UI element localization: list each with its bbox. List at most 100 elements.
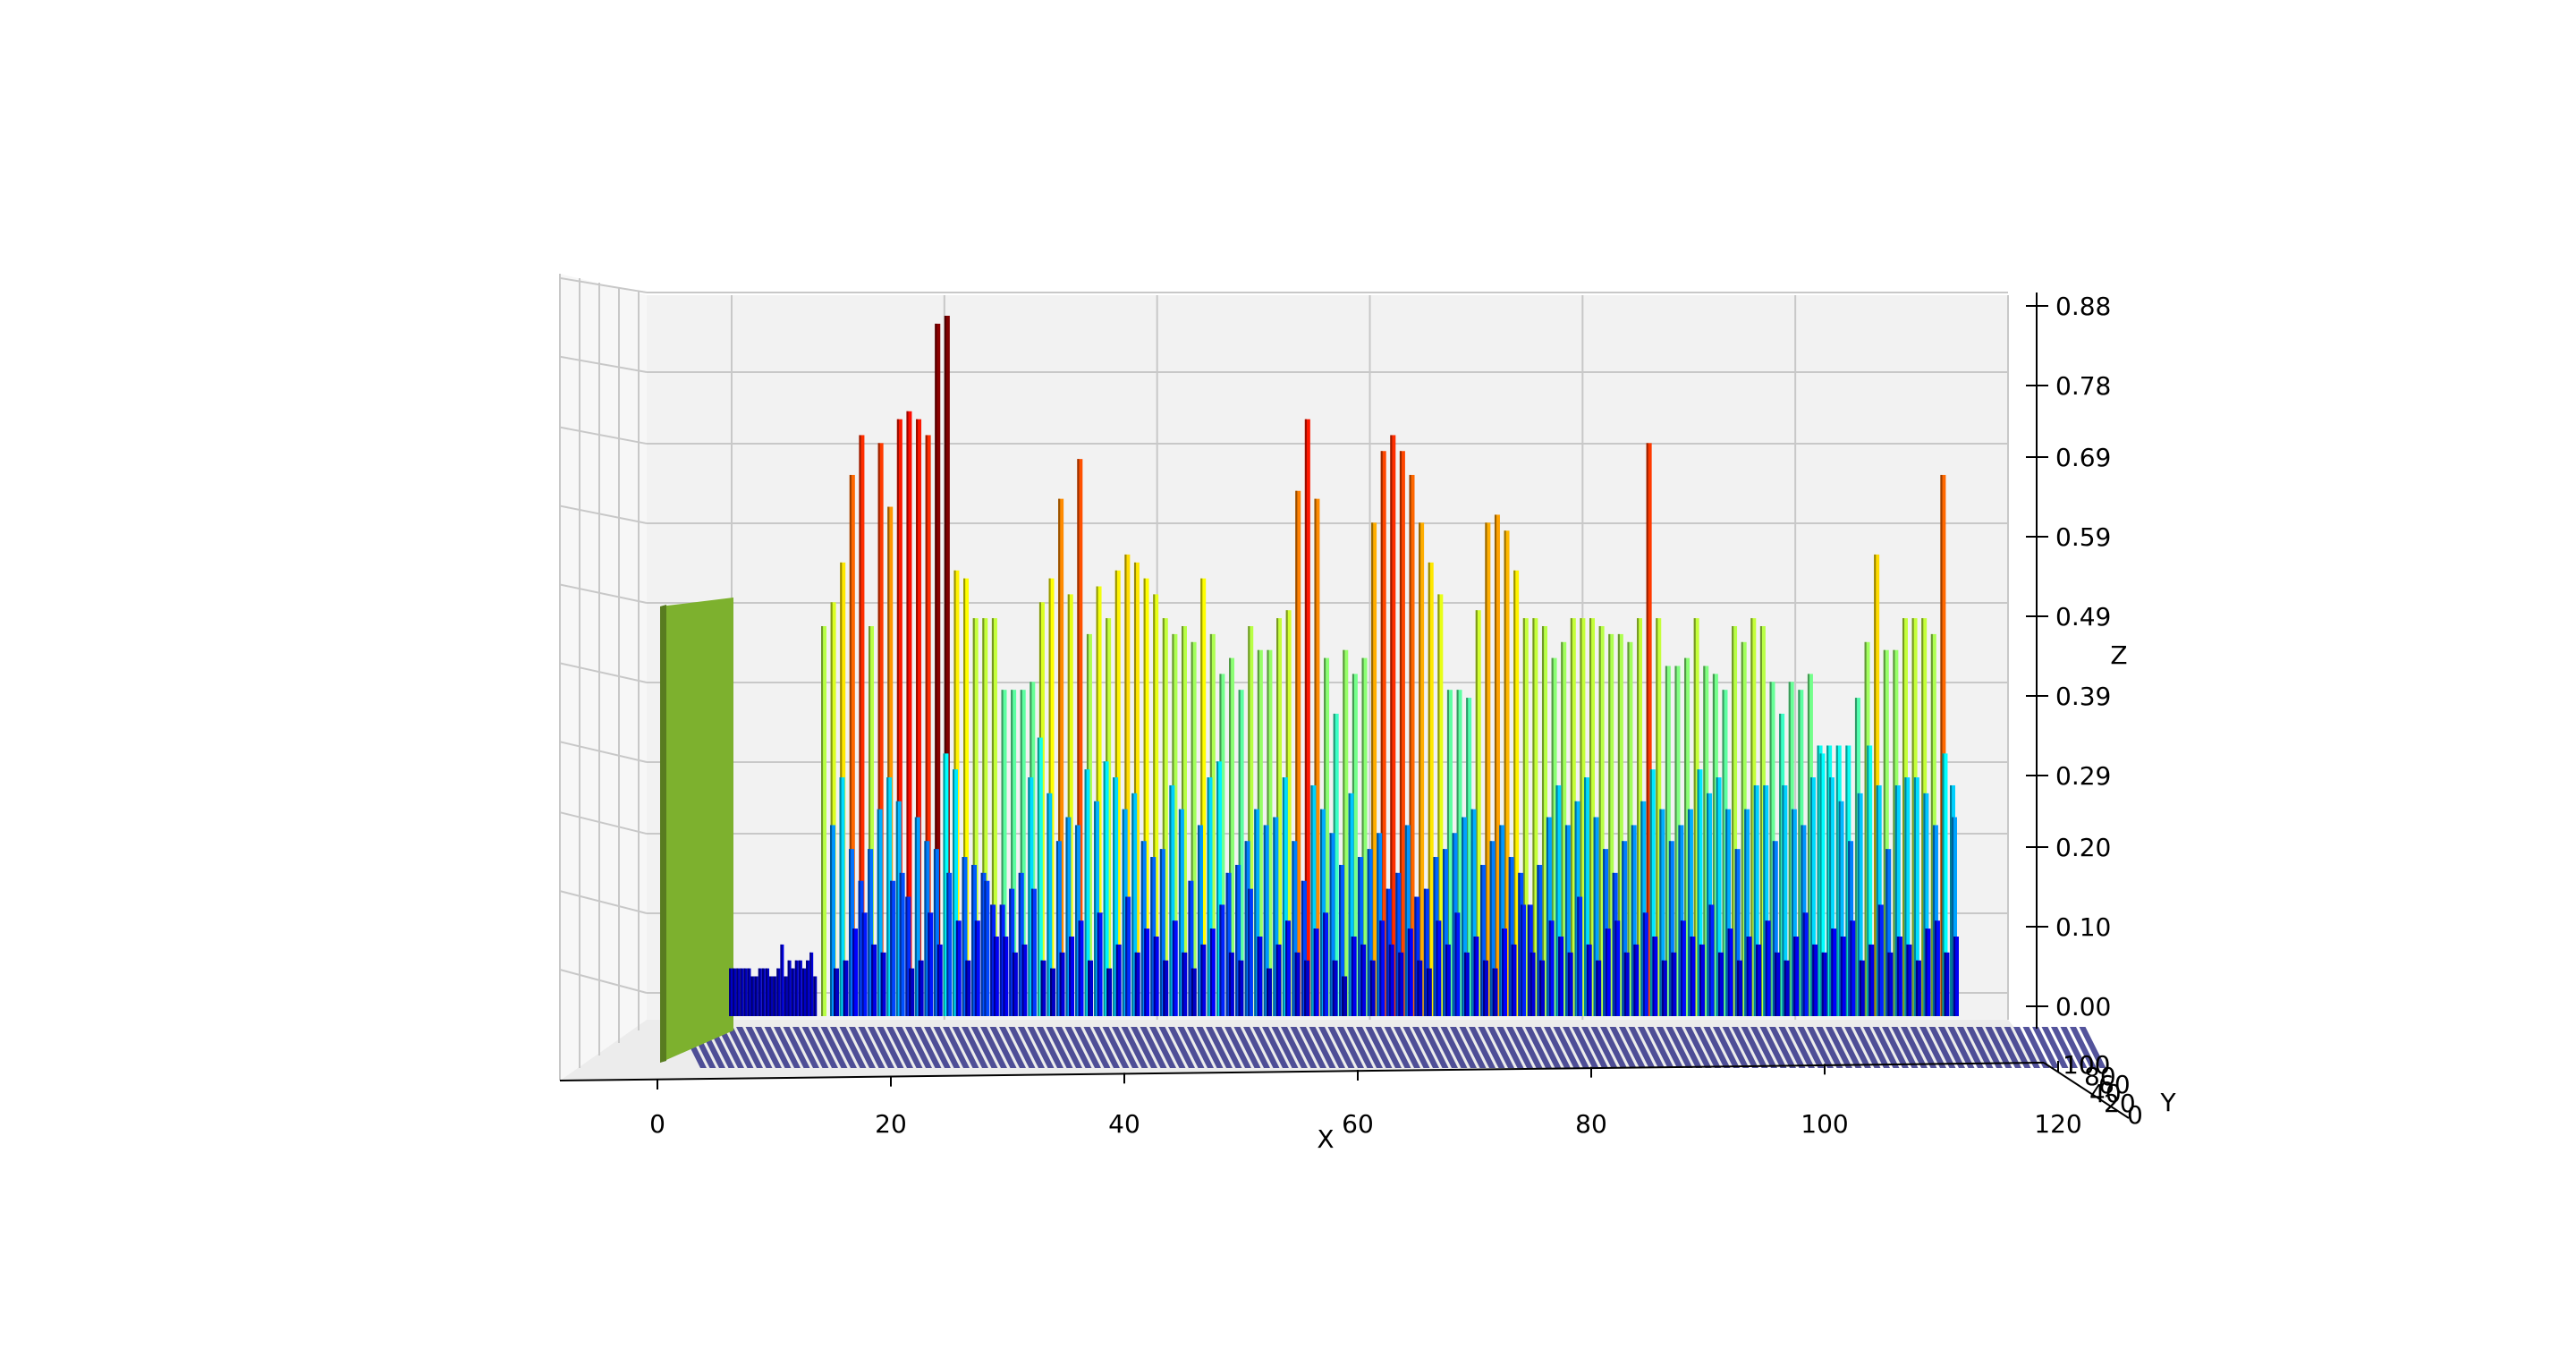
tall-bar-shade (1684, 657, 1687, 1016)
mid-bar (1235, 864, 1241, 1016)
low-bar-shade (1737, 960, 1740, 1016)
low-bar (1859, 960, 1865, 1016)
low-bar-shade (1088, 960, 1090, 1016)
low-bar (1088, 960, 1094, 1016)
mid-bar (1263, 825, 1269, 1016)
left-small-bar-shade (754, 976, 757, 1016)
floor-bar (1600, 1027, 1627, 1068)
low-bar-shade (1944, 952, 1946, 1016)
low-bar-shade (1887, 952, 1890, 1016)
floor-bar (1168, 1027, 1195, 1068)
tall-bar-shade (1541, 626, 1545, 1016)
low-bar-shade (955, 920, 958, 1016)
mid-bar (895, 801, 902, 1016)
tall-bar-shade (830, 602, 833, 1016)
low-bar (1379, 920, 1385, 1016)
floor-bar (858, 1027, 886, 1068)
tall-bar-shade (1522, 618, 1525, 1016)
mid-bar (1329, 833, 1335, 1016)
tall-bar (1248, 626, 1254, 1016)
tall-bar-shade (1532, 618, 1535, 1016)
floor-bar (1928, 1027, 1956, 1068)
floor-bar (1563, 1027, 1589, 1068)
floor-bar (1064, 1027, 1092, 1068)
floor-bar (933, 1027, 961, 1068)
z-side-grid-line (559, 969, 648, 994)
low-bar (1746, 937, 1752, 1016)
floor-bar (2060, 1027, 2088, 1068)
mid-bar-shade (943, 753, 945, 1016)
tall-bar (869, 626, 875, 1016)
mid-bar (1640, 801, 1647, 1016)
low-bar-shade (1266, 968, 1269, 1016)
tall-bar (1437, 594, 1444, 1016)
floor-bar (1027, 1027, 1055, 1068)
mid-bar (1744, 809, 1750, 1016)
mid-bar (1668, 841, 1674, 1016)
mid-bar (1150, 857, 1157, 1016)
low-bar (1360, 944, 1367, 1016)
tall-bar-shade (1371, 522, 1374, 1016)
floor-bar (1778, 1027, 1806, 1068)
low-bar (1125, 896, 1131, 1016)
tall-bar-shade (1124, 554, 1127, 1016)
mid-bar-shade (1527, 904, 1530, 1016)
tall-bar-shade (1854, 698, 1858, 1016)
low-bar-shade (1765, 920, 1767, 1016)
mid-bar-shade (1065, 817, 1068, 1016)
floor-bar (1976, 1027, 2003, 1068)
low-bar-shade (1558, 937, 1561, 1016)
tall-bar (1561, 641, 1567, 1016)
low-bar-shade (1351, 937, 1353, 1016)
z-side-grid-line (559, 662, 648, 683)
tall-bar-shade (1750, 618, 1753, 1016)
floor-bar (1158, 1027, 1186, 1068)
tall-bar (1191, 641, 1197, 1016)
tall-bar (1229, 657, 1235, 1016)
tall-bar (1541, 626, 1547, 1016)
floor-bar (1534, 1027, 1562, 1068)
floor-bar (1882, 1027, 1909, 1068)
mid-bar (1791, 809, 1797, 1016)
mid-bar (1037, 737, 1043, 1016)
low-bar-shade (1078, 920, 1080, 1016)
floor-bar (745, 1027, 773, 1068)
mid-bar (1649, 769, 1656, 1016)
mid-bar-shade (1894, 784, 1897, 1016)
low-bar (1633, 944, 1640, 1016)
tall-bar-shade (1409, 474, 1411, 1016)
mid-bar (1395, 872, 1402, 1016)
mid-bar-shade (1377, 833, 1379, 1016)
low-bar-shade (1342, 976, 1344, 1016)
floor-bar (2051, 1027, 2078, 1068)
tall-bar (1788, 682, 1794, 1016)
low-bar-shade (1379, 920, 1382, 1016)
low-bar (1304, 960, 1310, 1016)
floor-bar (1506, 1027, 1533, 1068)
tall-bar (1371, 522, 1377, 1016)
low-bar (1398, 952, 1404, 1016)
low-bar (1530, 952, 1536, 1016)
low-bar-shade (918, 960, 920, 1016)
low-bar-shade (1896, 937, 1899, 1016)
z-tick-label: 0.00 (2055, 992, 2111, 1022)
tall-bar (1446, 690, 1453, 1016)
low-bar-shade (1642, 912, 1645, 1016)
floor-bar (1421, 1027, 1449, 1068)
tall-bar-shade (1494, 514, 1497, 1016)
tall-bar-shade (1788, 682, 1791, 1016)
tall-bar (1750, 618, 1757, 1016)
tall-bar (1343, 649, 1349, 1016)
tall-bar-shade (859, 435, 861, 1016)
mid-bar-shade (1932, 825, 1936, 1016)
left-small-bar-shade (733, 968, 735, 1016)
tall-bar (1162, 618, 1168, 1016)
tall-bar-shade (1551, 657, 1554, 1016)
floor-bar (1281, 1027, 1308, 1068)
low-bar (1134, 952, 1140, 1016)
floor-bar (1177, 1027, 1205, 1068)
mid-bar (1904, 777, 1911, 1016)
low-bar-shade (1398, 952, 1401, 1016)
tall-bar (1011, 690, 1017, 1016)
floor-bar (1788, 1027, 1815, 1068)
